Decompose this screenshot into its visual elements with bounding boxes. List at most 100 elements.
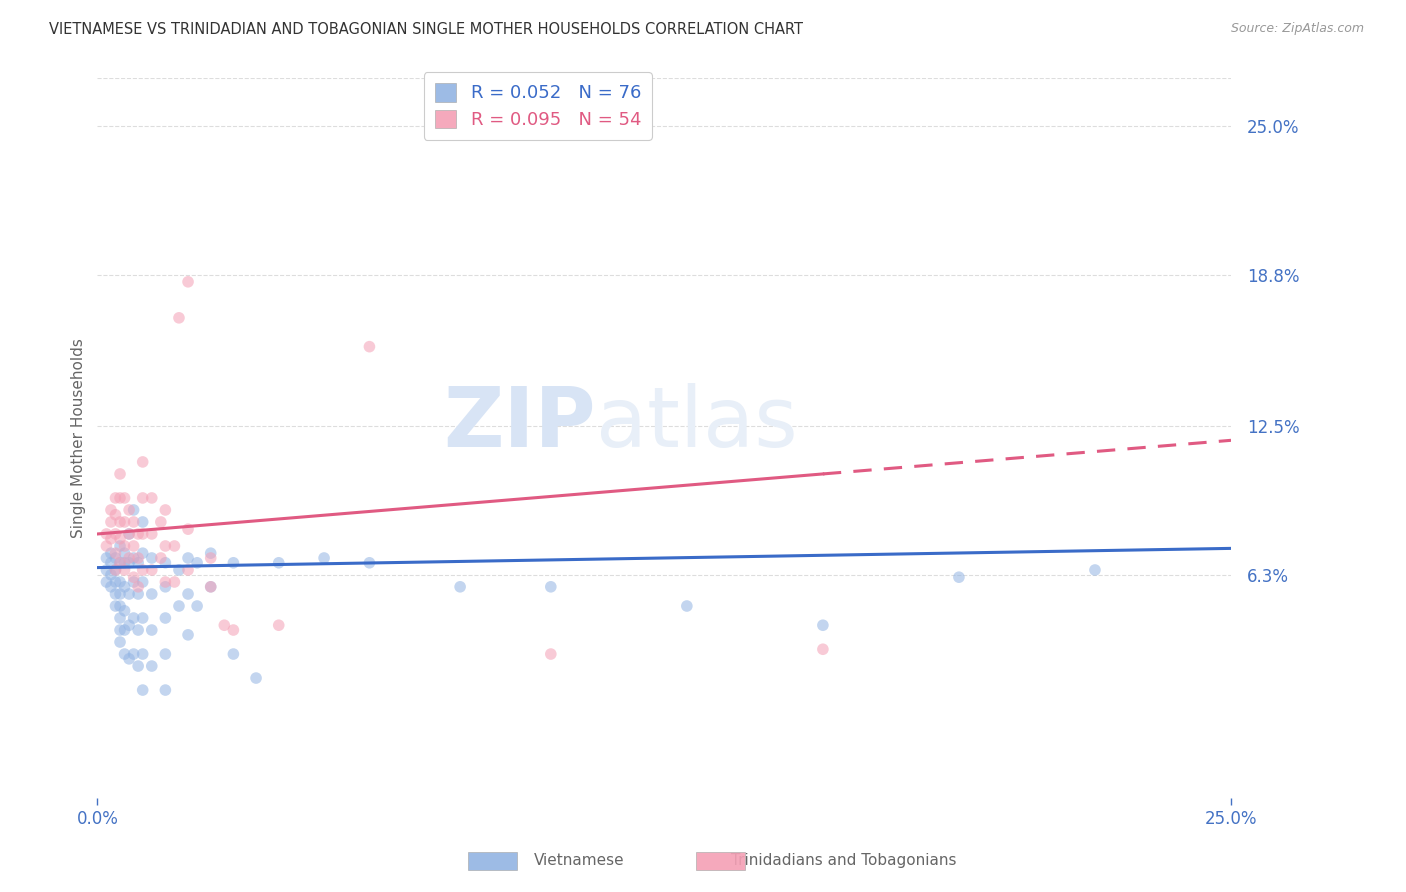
Point xyxy=(108,491,131,505)
Point xyxy=(100,515,122,529)
Point xyxy=(222,647,245,661)
Point xyxy=(108,623,131,637)
Y-axis label: Single Mother Households: Single Mother Households xyxy=(72,338,86,538)
Point xyxy=(131,574,153,589)
Point xyxy=(114,546,136,560)
Point xyxy=(811,618,834,632)
Point xyxy=(122,647,145,661)
Point xyxy=(167,310,190,325)
Point xyxy=(127,556,149,570)
Point xyxy=(127,623,149,637)
Point xyxy=(122,503,145,517)
Text: atlas: atlas xyxy=(596,383,799,464)
Point xyxy=(214,618,236,632)
Text: ZIP: ZIP xyxy=(444,383,596,464)
Point xyxy=(163,574,186,589)
Point xyxy=(108,556,131,570)
Point xyxy=(131,683,153,698)
Point xyxy=(131,563,153,577)
Point xyxy=(131,515,153,529)
Point xyxy=(131,455,153,469)
Point xyxy=(104,587,127,601)
Point xyxy=(100,556,122,570)
Point xyxy=(267,556,290,570)
Point xyxy=(200,580,222,594)
Point xyxy=(222,623,245,637)
Point xyxy=(96,563,118,577)
Point xyxy=(104,563,127,577)
Point xyxy=(108,532,131,546)
Point xyxy=(104,527,127,541)
Point xyxy=(948,570,970,584)
Point xyxy=(96,551,118,566)
Point xyxy=(540,580,562,594)
Point xyxy=(177,628,200,642)
Point xyxy=(104,563,127,577)
Point xyxy=(163,539,186,553)
Point xyxy=(155,556,177,570)
Point xyxy=(540,647,562,661)
Point xyxy=(186,599,208,613)
Point xyxy=(186,556,208,570)
Point xyxy=(245,671,267,685)
Point xyxy=(131,491,153,505)
Point xyxy=(127,659,149,673)
Point xyxy=(167,563,190,577)
Text: Vietnamese: Vietnamese xyxy=(534,854,624,868)
Point xyxy=(108,467,131,481)
Point xyxy=(96,527,118,541)
Point xyxy=(676,599,699,613)
Point xyxy=(222,556,245,570)
Point xyxy=(104,491,127,505)
Legend: R = 0.052   N = 76, R = 0.095   N = 54: R = 0.052 N = 76, R = 0.095 N = 54 xyxy=(423,72,652,140)
Point xyxy=(108,587,131,601)
Point xyxy=(100,567,122,582)
Point xyxy=(141,623,163,637)
Point xyxy=(108,574,131,589)
Point xyxy=(359,340,381,354)
Point xyxy=(167,599,190,613)
Point xyxy=(100,580,122,594)
Point xyxy=(177,275,200,289)
Point xyxy=(118,503,141,517)
Point xyxy=(118,527,141,541)
Point xyxy=(314,551,336,566)
Point xyxy=(177,563,200,577)
Point xyxy=(811,642,834,657)
Point xyxy=(200,580,222,594)
Point xyxy=(155,580,177,594)
Point xyxy=(114,647,136,661)
Point xyxy=(127,580,149,594)
Point xyxy=(122,539,145,553)
Point xyxy=(131,611,153,625)
Point xyxy=(141,491,163,505)
Point xyxy=(108,539,131,553)
Point xyxy=(359,556,381,570)
Point xyxy=(200,546,222,560)
Point xyxy=(177,522,200,536)
Point xyxy=(104,508,127,522)
Text: Trinidadians and Tobagonians: Trinidadians and Tobagonians xyxy=(731,854,956,868)
Point xyxy=(155,503,177,517)
Point xyxy=(114,491,136,505)
Point xyxy=(149,551,172,566)
Point xyxy=(177,551,200,566)
Point xyxy=(127,587,149,601)
Point xyxy=(127,551,149,566)
Point xyxy=(104,574,127,589)
Point xyxy=(96,574,118,589)
Point xyxy=(131,546,153,560)
Point xyxy=(118,618,141,632)
Point xyxy=(122,611,145,625)
Point xyxy=(131,527,153,541)
Point xyxy=(108,599,131,613)
Point xyxy=(118,652,141,666)
Point xyxy=(141,551,163,566)
Point xyxy=(114,539,136,553)
Point xyxy=(122,515,145,529)
Point xyxy=(155,539,177,553)
Point xyxy=(114,556,136,570)
Point xyxy=(104,546,127,560)
Text: VIETNAMESE VS TRINIDADIAN AND TOBAGONIAN SINGLE MOTHER HOUSEHOLDS CORRELATION CH: VIETNAMESE VS TRINIDADIAN AND TOBAGONIAN… xyxy=(49,22,803,37)
Point xyxy=(449,580,471,594)
